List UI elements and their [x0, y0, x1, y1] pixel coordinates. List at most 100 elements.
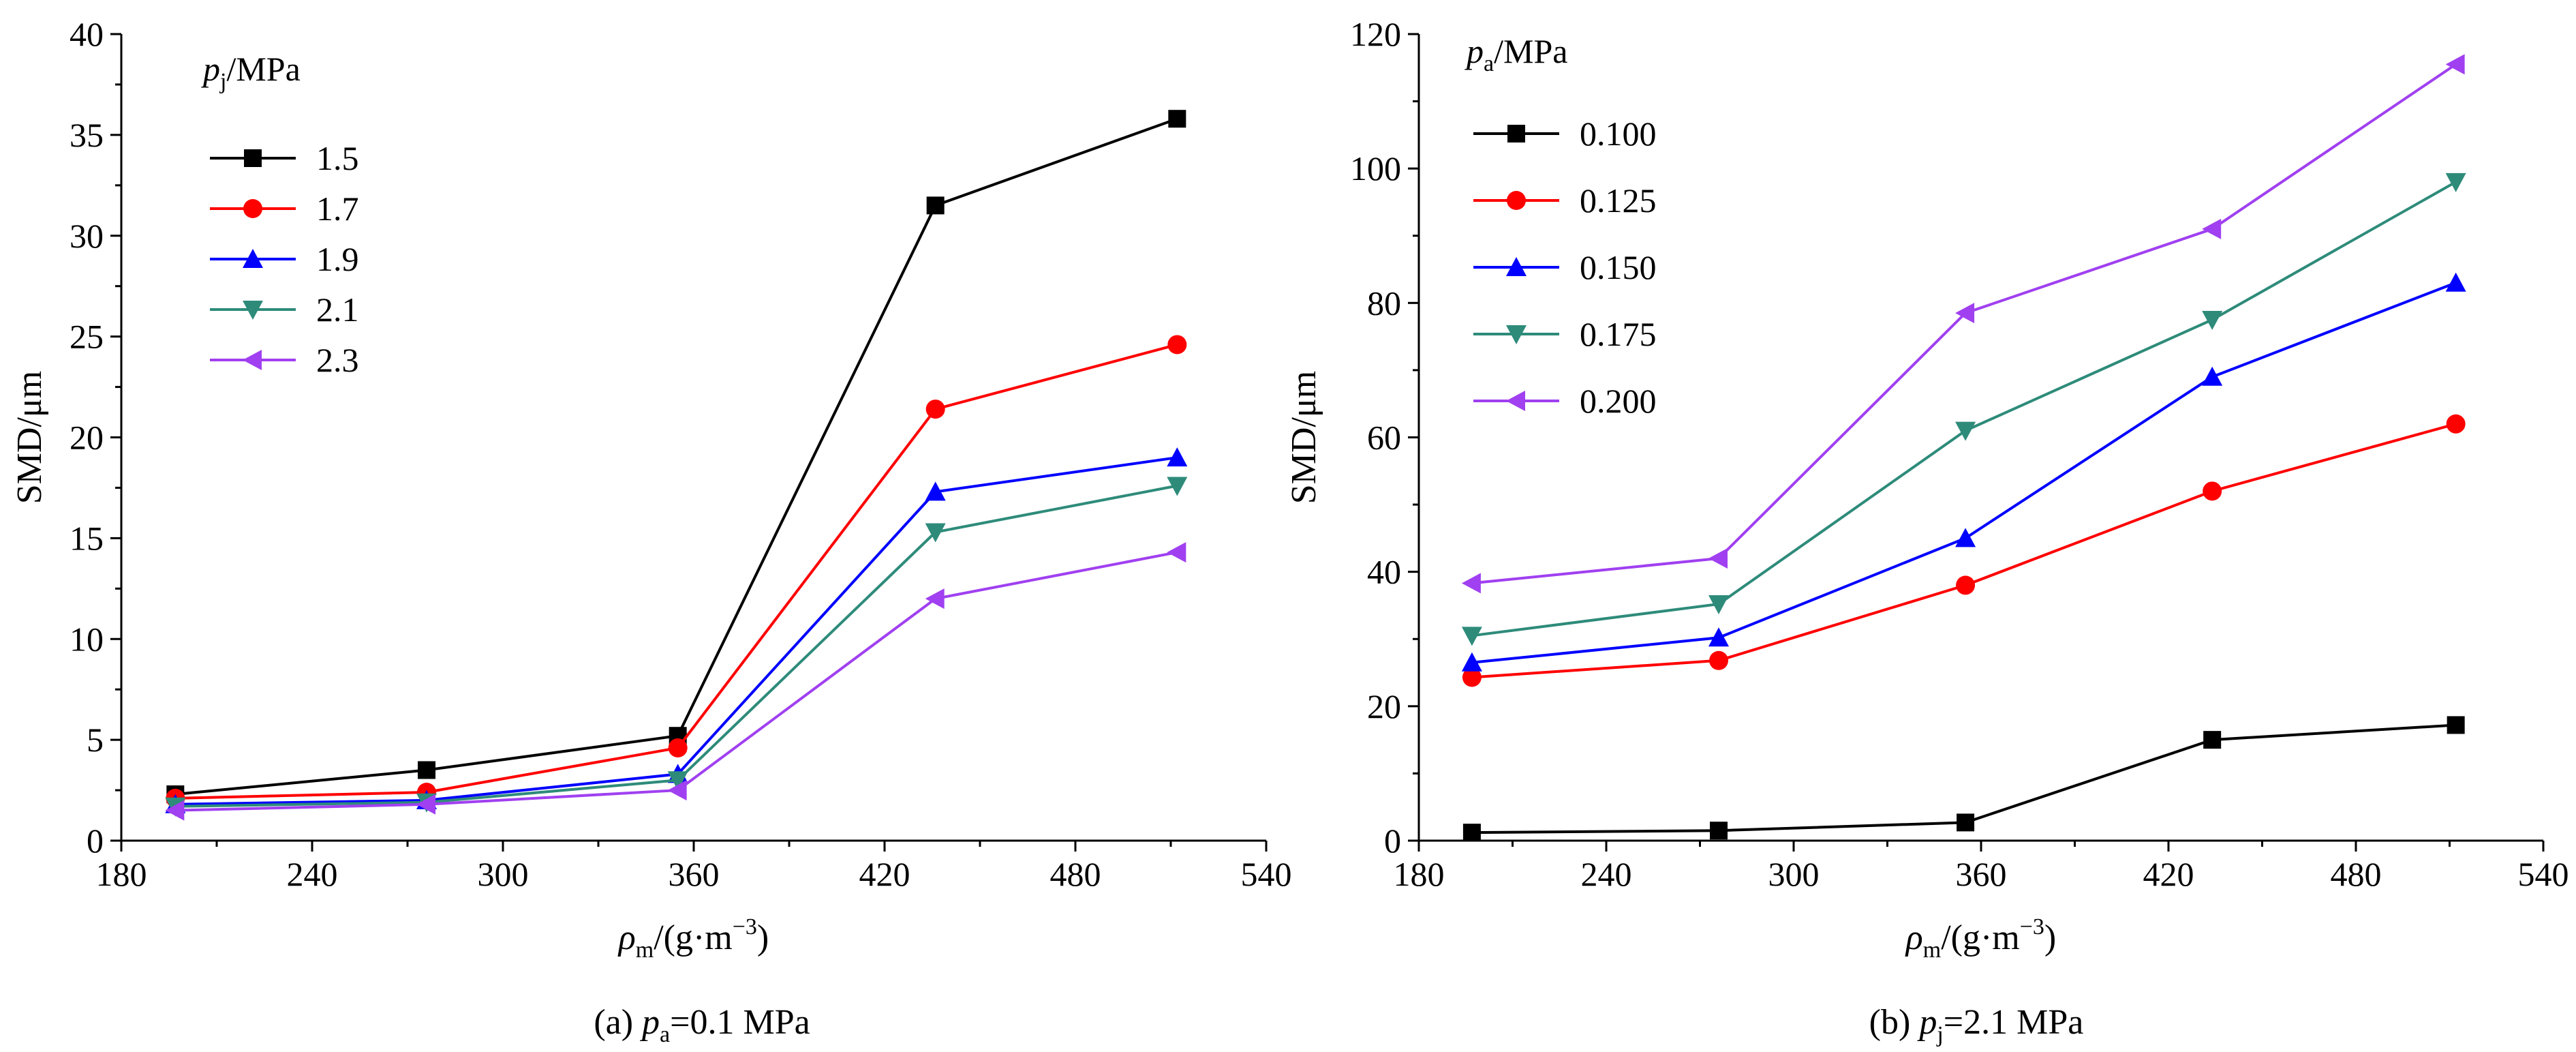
legend-item-1.7: 1.7: [210, 190, 359, 228]
data-point: [2447, 716, 2465, 734]
data-point: [1708, 595, 1729, 614]
series-1.9: [165, 447, 1188, 813]
legend-label: 0.175: [1580, 315, 1657, 353]
data-point: [2202, 218, 2222, 239]
series-2.3: [165, 542, 1186, 821]
legend-marker: [1507, 191, 1526, 210]
chart-panel-a: 180 240 300 360 420 480 540 0 5 10 15 20 25 30 35 40 SMD…: [10, 15, 1292, 1047]
legend-item-1.5: 1.5: [210, 139, 359, 177]
series-0.175: [1461, 172, 2466, 646]
x-tick-label: 420: [2143, 855, 2194, 893]
data-point: [1461, 652, 1482, 672]
y-tick-label: 60: [1367, 419, 1401, 457]
y-tick-label: 35: [70, 116, 104, 154]
data-point: [1956, 575, 1976, 595]
y-tick-label: 5: [87, 721, 104, 759]
data-point: [2445, 172, 2466, 192]
data-point: [1167, 542, 1186, 563]
x-tick-label: 420: [859, 855, 910, 893]
x-axis-title: ρm/(g·m−3): [617, 914, 769, 963]
panel-caption: (b) pj=2.1 MPa: [1869, 1003, 2084, 1047]
legend-item-2.1: 2.1: [210, 290, 359, 329]
data-point: [1167, 335, 1187, 355]
y-axis-title: SMD/μm: [10, 371, 49, 504]
data-point: [1167, 447, 1188, 467]
series-0.125: [1462, 414, 2466, 687]
legend-label: 2.3: [316, 341, 359, 379]
data-point: [1167, 477, 1188, 496]
data-point: [1955, 528, 1976, 547]
y-tick-label: 40: [1367, 553, 1401, 591]
legend-label: 1.9: [316, 240, 359, 278]
data-point: [1710, 822, 1728, 840]
data-point: [925, 400, 945, 419]
legend-item-0.125: 0.125: [1473, 181, 1657, 220]
legend-label: 1.5: [316, 139, 359, 177]
data-point: [926, 196, 945, 215]
data-point: [165, 800, 185, 821]
data-point: [2445, 54, 2465, 75]
data-point: [2202, 310, 2223, 330]
legend-item-0.200: 0.200: [1473, 382, 1657, 420]
data-point: [1709, 650, 1728, 670]
data-point: [1462, 824, 1481, 842]
series-2.1: [165, 477, 1188, 817]
legend-label: 0.125: [1580, 181, 1657, 220]
legend-item-2.3: 2.3: [210, 341, 359, 379]
data-point: [1461, 573, 1481, 594]
chart-panel-b: 180 240 300 360 420 480 540 0 20 40 60 80 100 120 SMD/…: [1285, 15, 2569, 1047]
y-axis-title: SMD/μm: [1285, 371, 1323, 504]
x-tick-label: 480: [2331, 855, 2382, 893]
y-tick-label: 20: [70, 419, 104, 457]
legend-label: 2.1: [316, 290, 359, 329]
x-axis-title: ρm/(g·m−3): [1905, 914, 2056, 963]
y-tick-label: 10: [70, 620, 104, 658]
data-point: [1168, 110, 1186, 128]
legend-marker: [243, 301, 263, 320]
legend-label: 0.100: [1580, 115, 1657, 153]
x-tick-label: 240: [1581, 855, 1632, 893]
legend-marker: [244, 149, 262, 167]
data-point: [416, 794, 435, 815]
x-tick-label: 180: [96, 855, 147, 893]
data-point: [668, 738, 688, 757]
series-line: [1471, 422, 2457, 679]
data-point: [2202, 366, 2223, 386]
legend-label: 0.200: [1580, 382, 1657, 420]
data-point: [1461, 627, 1482, 646]
legend: pa/MPa 0.100 0.125 0.150 0.175 0.200: [1465, 32, 1657, 420]
legend-title: pj/MPa: [201, 50, 301, 94]
data-point: [1708, 627, 1729, 647]
x-tick-label: 540: [1241, 855, 1292, 893]
series-0.200: [1461, 54, 2465, 594]
series-0.100: [1462, 716, 2465, 842]
series-line: [175, 484, 1178, 808]
x-tick-label: 540: [2518, 855, 2569, 893]
y-tick-label: 25: [70, 318, 104, 356]
legend-item-1.9: 1.9: [210, 240, 359, 278]
legend-label: 0.150: [1580, 248, 1657, 286]
data-point: [925, 588, 945, 610]
data-point: [925, 481, 946, 501]
y-tick-label: 30: [70, 217, 104, 255]
y-tick-label: 15: [70, 519, 104, 557]
legend-marker: [1507, 125, 1525, 142]
legend-marker: [243, 199, 262, 218]
legend-marker: [243, 350, 262, 370]
x-tick-label: 300: [478, 855, 529, 893]
legend-label: 1.7: [316, 190, 359, 228]
y-tick-label: 80: [1367, 284, 1401, 322]
y-tick-label: 100: [1350, 149, 1401, 187]
x-tick-label: 360: [1956, 855, 2007, 893]
legend-marker: [1506, 257, 1527, 276]
legend-marker: [1506, 391, 1525, 411]
y-tick-label: 40: [70, 15, 104, 53]
data-point: [2203, 731, 2222, 749]
data-point: [667, 780, 687, 801]
data-point: [2446, 414, 2466, 434]
panel-caption: (a) pa=0.1 MPa: [594, 1003, 810, 1047]
legend-marker: [1506, 325, 1527, 344]
data-point: [1957, 813, 1975, 832]
y-tick-label: 0: [1384, 822, 1401, 860]
y-tick-label: 0: [87, 822, 104, 860]
